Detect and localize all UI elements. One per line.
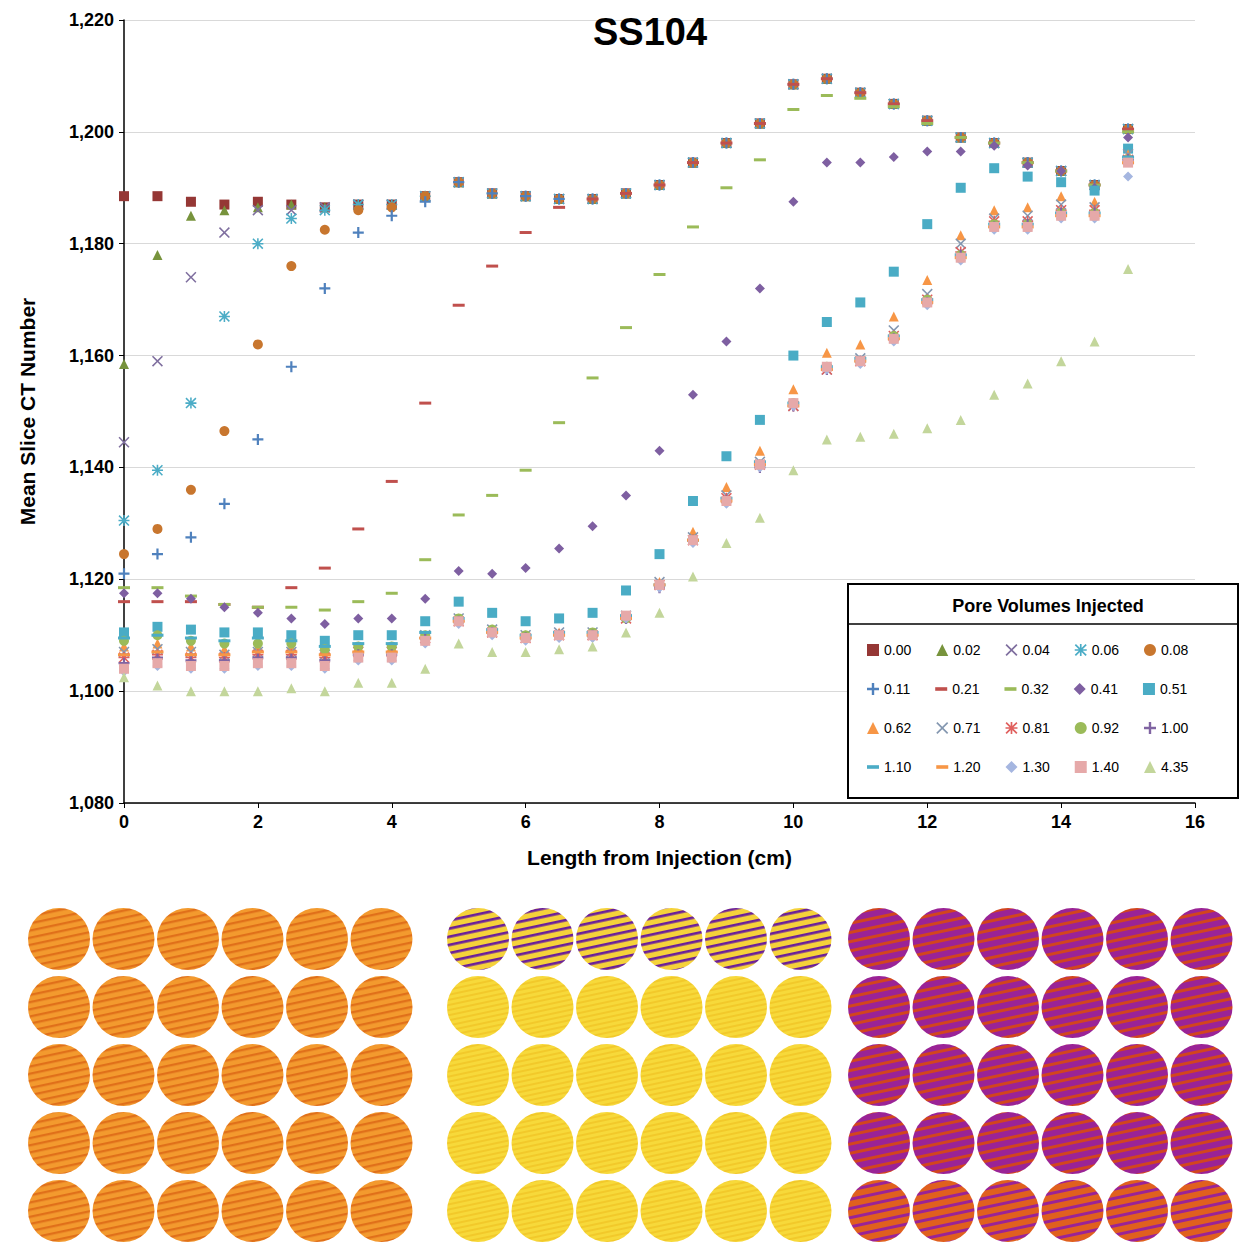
svg-text:1,080: 1,080 (69, 793, 114, 813)
svg-text:1,120: 1,120 (69, 569, 114, 589)
svg-text:SS104: SS104 (593, 11, 707, 53)
svg-text:1,160: 1,160 (69, 346, 114, 366)
svg-text:1,180: 1,180 (69, 234, 114, 254)
svg-text:0.00: 0.00 (884, 642, 911, 658)
svg-text:0.62: 0.62 (884, 720, 911, 736)
svg-text:10: 10 (783, 812, 803, 832)
svg-text:4: 4 (387, 812, 397, 832)
svg-text:0: 0 (119, 812, 129, 832)
svg-text:4.35: 4.35 (1161, 759, 1188, 775)
svg-text:1.10: 1.10 (884, 759, 911, 775)
svg-text:0.11: 0.11 (884, 681, 910, 697)
svg-text:0.41: 0.41 (1091, 681, 1118, 697)
svg-text:8: 8 (654, 812, 664, 832)
svg-text:1,200: 1,200 (69, 122, 114, 142)
svg-text:12: 12 (917, 812, 937, 832)
svg-text:0.81: 0.81 (1022, 720, 1049, 736)
svg-text:1,140: 1,140 (69, 457, 114, 477)
svg-text:0.51: 0.51 (1160, 681, 1187, 697)
svg-text:0.21: 0.21 (952, 681, 979, 697)
svg-text:Length from Injection (cm): Length from Injection (cm) (527, 846, 792, 869)
svg-text:0.92: 0.92 (1092, 720, 1119, 736)
svg-text:14: 14 (1051, 812, 1071, 832)
svg-text:2: 2 (253, 812, 263, 832)
svg-text:Mean Slice CT Number: Mean Slice CT Number (16, 298, 39, 526)
svg-text:Pore Volumes Injected: Pore Volumes Injected (952, 596, 1144, 616)
svg-text:1.40: 1.40 (1092, 759, 1119, 775)
svg-text:0.02: 0.02 (953, 642, 980, 658)
svg-text:6: 6 (521, 812, 531, 832)
svg-text:16: 16 (1185, 812, 1205, 832)
svg-text:0.71: 0.71 (953, 720, 980, 736)
svg-text:1.00: 1.00 (1161, 720, 1188, 736)
svg-text:1.20: 1.20 (953, 759, 980, 775)
svg-text:1.30: 1.30 (1022, 759, 1049, 775)
svg-text:0.04: 0.04 (1022, 642, 1049, 658)
svg-text:0.06: 0.06 (1092, 642, 1119, 658)
svg-text:0.08: 0.08 (1161, 642, 1188, 658)
svg-text:1,220: 1,220 (69, 10, 114, 30)
svg-text:1,100: 1,100 (69, 681, 114, 701)
svg-text:0.32: 0.32 (1021, 681, 1048, 697)
